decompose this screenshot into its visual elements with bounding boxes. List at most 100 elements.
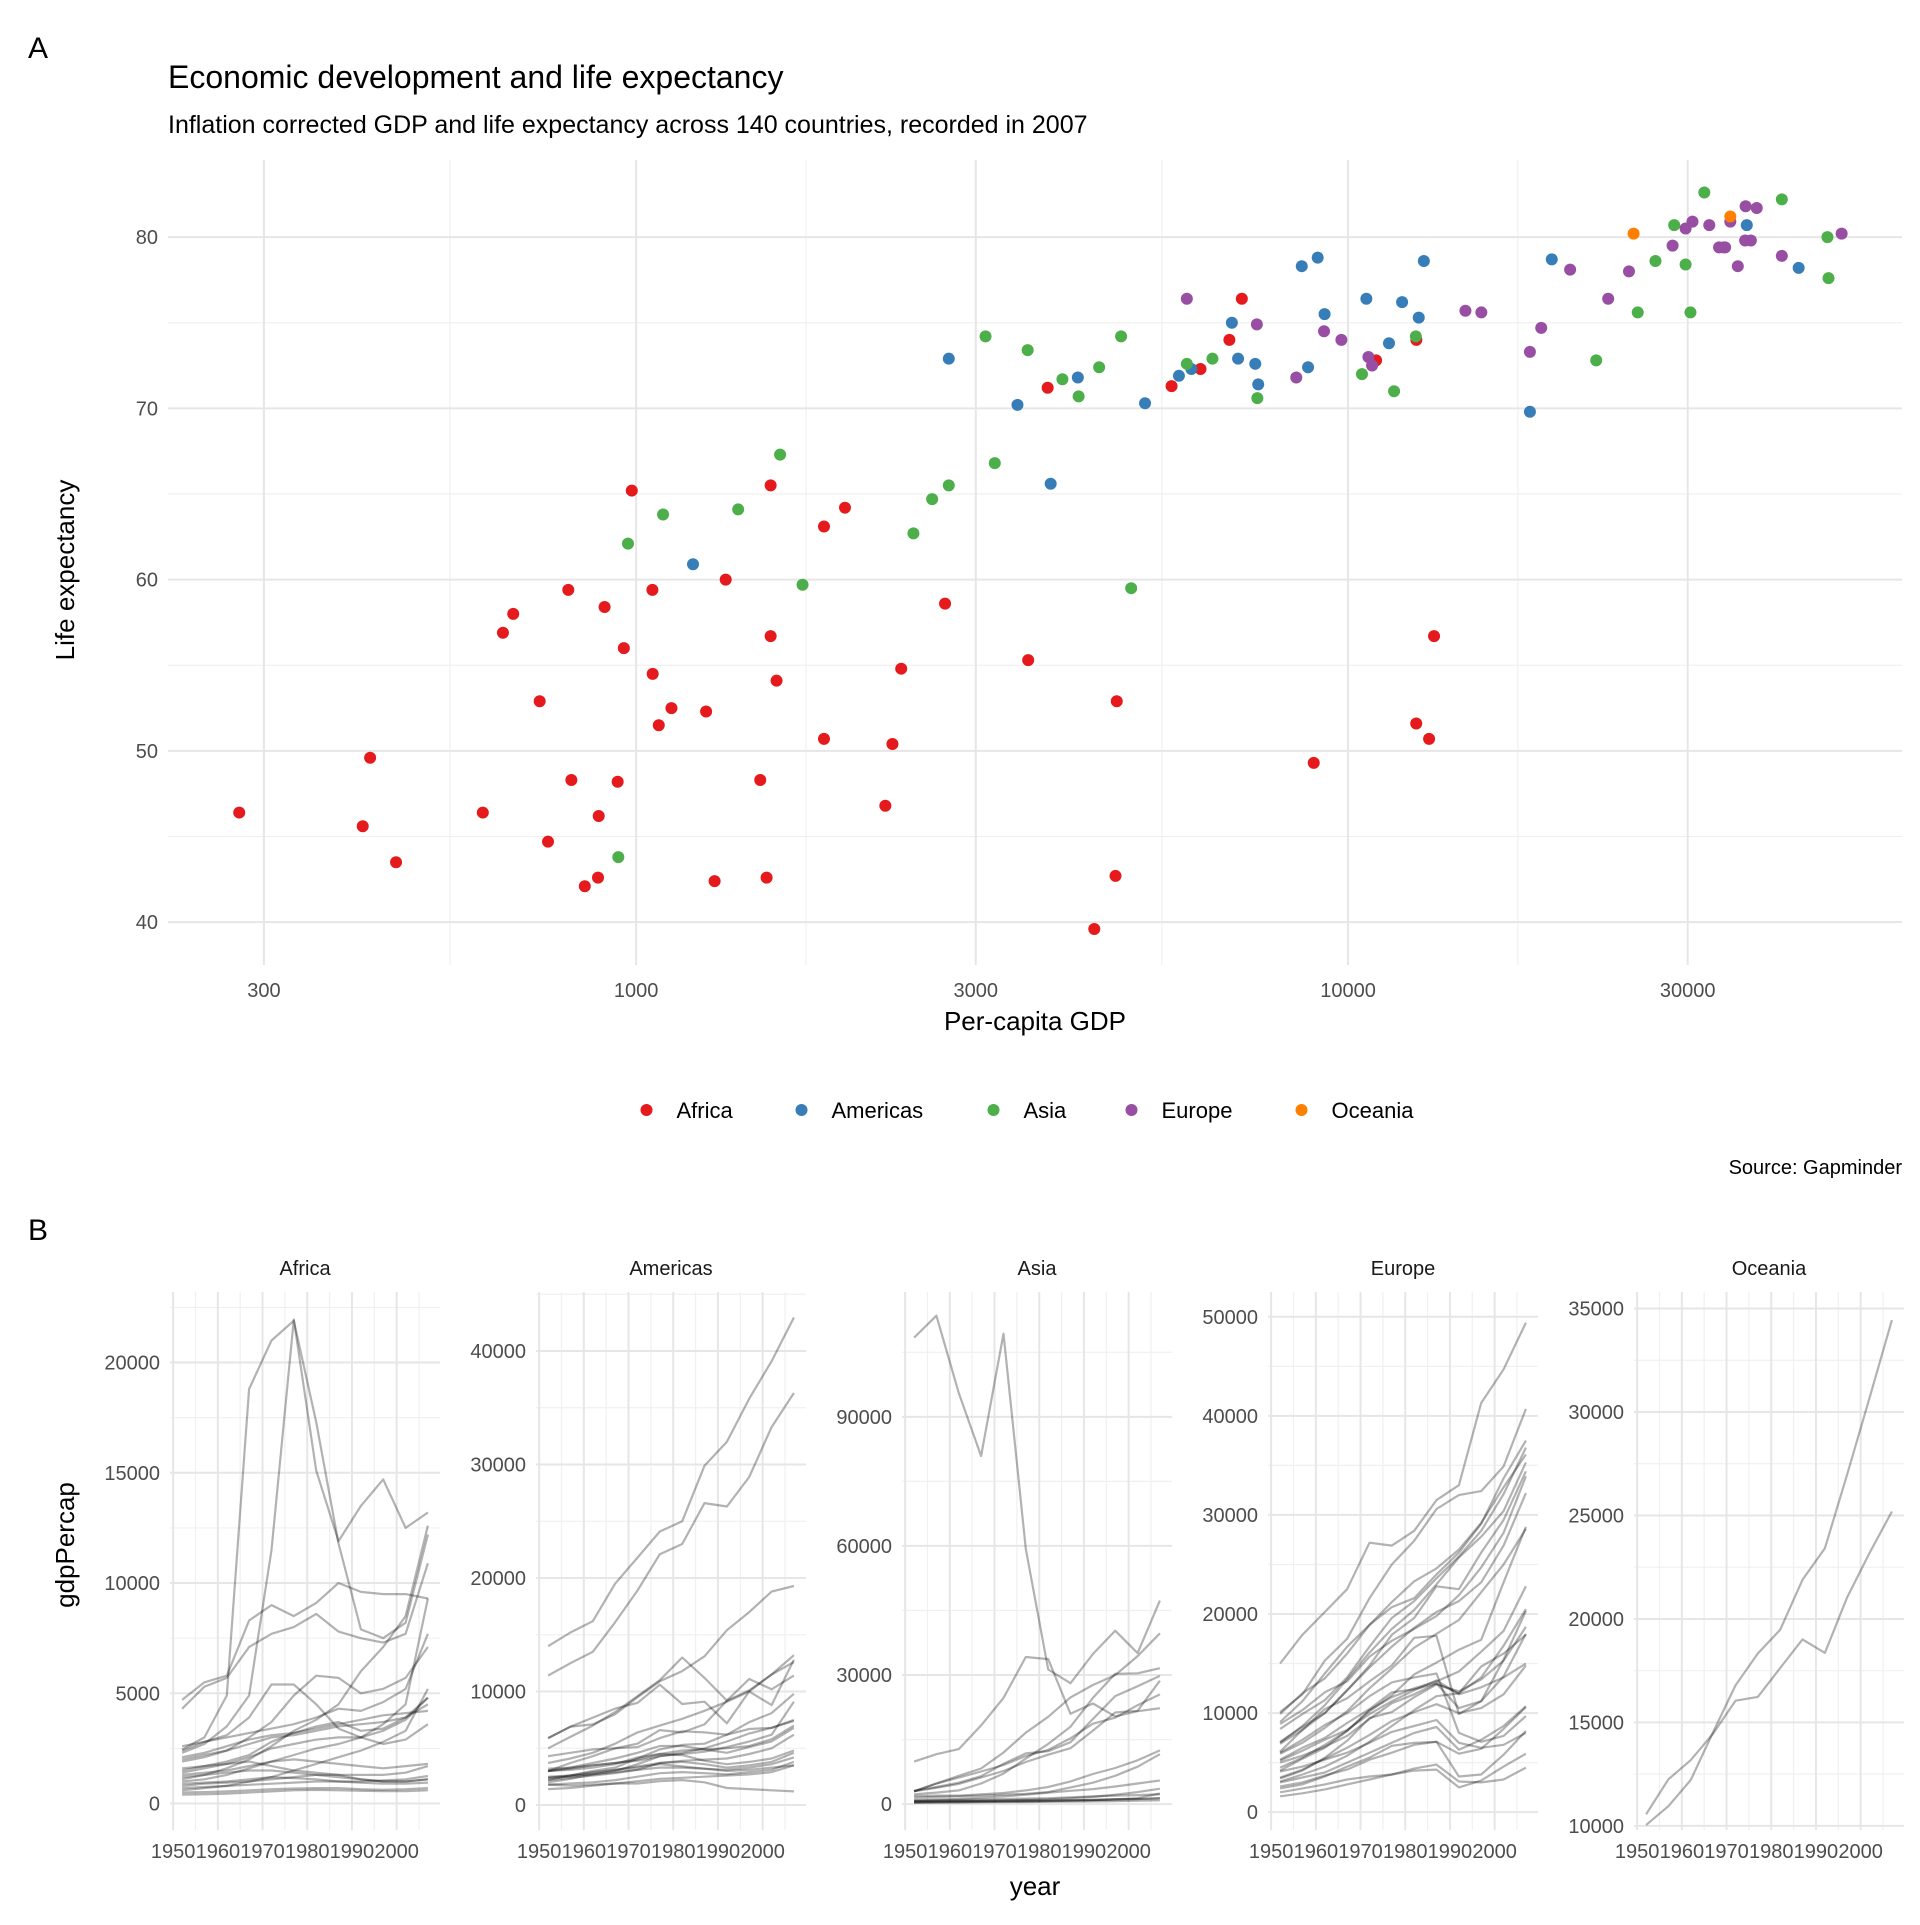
data-point bbox=[1056, 373, 1069, 386]
country-line bbox=[913, 1655, 1161, 1763]
data-point bbox=[1250, 318, 1263, 331]
data-point bbox=[700, 705, 713, 718]
country-line bbox=[181, 1318, 429, 1754]
y-tick-label: 20000 bbox=[470, 1568, 526, 1590]
series-asia bbox=[612, 186, 1835, 864]
y-tick-label: 20000 bbox=[104, 1353, 160, 1375]
country-line bbox=[547, 1659, 795, 1740]
country-line bbox=[181, 1525, 429, 1781]
data-point bbox=[1564, 263, 1577, 276]
data-point bbox=[770, 674, 783, 687]
data-point bbox=[1194, 362, 1207, 375]
scatter-points bbox=[233, 186, 1848, 936]
country-line bbox=[1279, 1610, 1527, 1761]
country-line bbox=[547, 1718, 795, 1784]
data-point bbox=[542, 835, 555, 848]
country-line bbox=[548, 1764, 795, 1791]
data-point bbox=[1318, 308, 1331, 321]
data-point bbox=[1071, 371, 1084, 384]
x-tick-label: 1990 bbox=[1428, 1841, 1473, 1863]
series-americas bbox=[687, 219, 1805, 571]
legend-item-asia: Asia bbox=[987, 1098, 1067, 1123]
data-point bbox=[687, 558, 700, 571]
data-point bbox=[562, 583, 575, 596]
legend-swatch bbox=[640, 1104, 653, 1116]
x-tick-label: 2000 bbox=[1838, 1841, 1883, 1863]
data-point bbox=[496, 626, 509, 639]
data-point bbox=[1475, 306, 1488, 319]
country-line bbox=[1279, 1526, 1527, 1772]
data-point bbox=[979, 330, 992, 343]
x-tick-label: 1950 bbox=[151, 1841, 196, 1863]
country-line bbox=[547, 1317, 795, 1648]
country-line bbox=[182, 1788, 428, 1796]
data-point bbox=[1072, 390, 1085, 403]
country-line bbox=[181, 1696, 429, 1783]
country-line bbox=[1279, 1470, 1527, 1753]
data-point bbox=[1232, 352, 1245, 365]
x-tick-label: 1990 bbox=[1062, 1841, 1107, 1863]
data-point bbox=[732, 503, 745, 516]
data-point bbox=[1545, 253, 1558, 266]
y-tick-label: 25000 bbox=[1568, 1505, 1624, 1527]
country-line bbox=[1279, 1585, 1527, 1769]
country-line bbox=[548, 1763, 795, 1778]
country-line bbox=[181, 1769, 429, 1783]
data-point bbox=[838, 501, 851, 514]
data-point bbox=[754, 774, 767, 787]
data-point bbox=[1115, 330, 1128, 343]
x-tick-label: 1950 bbox=[517, 1841, 562, 1863]
data-point bbox=[621, 537, 634, 550]
data-point bbox=[1523, 345, 1536, 358]
data-point bbox=[764, 479, 777, 492]
data-point bbox=[796, 578, 809, 591]
country-line bbox=[547, 1726, 795, 1773]
series-oceania bbox=[1627, 210, 1737, 240]
country-line bbox=[1279, 1453, 1527, 1723]
data-point bbox=[886, 738, 899, 751]
country-line bbox=[1279, 1706, 1527, 1790]
data-point bbox=[926, 493, 939, 506]
country-line bbox=[548, 1751, 795, 1779]
country-line bbox=[1279, 1528, 1527, 1755]
data-point bbox=[1021, 344, 1034, 357]
y-tick-label: 70 bbox=[136, 398, 158, 420]
y-tick-label: 40000 bbox=[470, 1341, 526, 1363]
country-line bbox=[548, 1760, 795, 1786]
country-line bbox=[1645, 1510, 1893, 1815]
facet-oceania: Oceania 1950 1960 1970 1980 1990 2000 10000 1500… bbox=[1568, 1258, 1904, 1863]
country-line bbox=[1279, 1672, 1527, 1754]
data-point bbox=[1311, 251, 1324, 264]
x-tick-label: 1960 bbox=[1660, 1841, 1705, 1863]
legend-item-europe: Europe bbox=[1125, 1098, 1232, 1123]
country-line bbox=[181, 1703, 429, 1772]
legend-swatch bbox=[987, 1104, 1000, 1116]
country-line bbox=[1279, 1763, 1527, 1798]
x-tick-label: 1960 bbox=[562, 1841, 607, 1863]
data-point bbox=[1684, 306, 1697, 319]
country-line bbox=[181, 1709, 429, 1759]
country-line bbox=[182, 1774, 429, 1790]
country-line bbox=[1279, 1730, 1527, 1788]
facet-x-axis-title: year bbox=[1010, 1871, 1061, 1901]
y-tick-label: 0 bbox=[881, 1794, 892, 1816]
country-line bbox=[547, 1733, 795, 1779]
data-point bbox=[942, 479, 955, 492]
country-line bbox=[547, 1392, 795, 1677]
country-line bbox=[1279, 1633, 1527, 1745]
data-point bbox=[907, 527, 920, 540]
data-point bbox=[1698, 186, 1711, 199]
data-point bbox=[1792, 261, 1805, 274]
data-point bbox=[1412, 311, 1425, 324]
x-tick-label: 1960 bbox=[928, 1841, 973, 1863]
y-tick-label: 60 bbox=[136, 570, 158, 592]
y-tick-label: 40000 bbox=[1202, 1406, 1258, 1428]
country-line bbox=[1279, 1752, 1527, 1794]
data-point bbox=[1235, 292, 1248, 305]
data-point bbox=[1125, 582, 1138, 595]
data-point bbox=[1165, 380, 1178, 393]
country-line bbox=[914, 1749, 1161, 1798]
data-point bbox=[1318, 325, 1331, 338]
